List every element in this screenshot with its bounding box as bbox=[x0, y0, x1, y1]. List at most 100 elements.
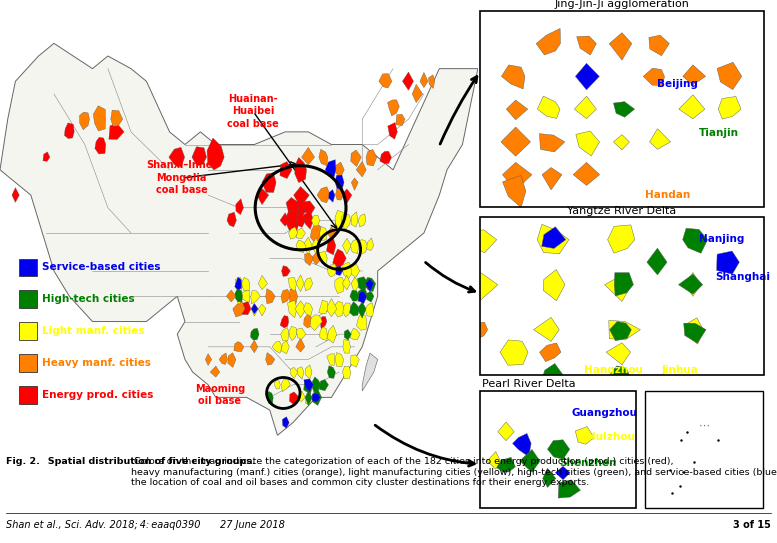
Text: Tianjin: Tianjin bbox=[699, 128, 739, 138]
Polygon shape bbox=[548, 440, 570, 459]
Polygon shape bbox=[685, 273, 701, 296]
Text: Yangtze River Delta: Yangtze River Delta bbox=[567, 206, 676, 216]
Polygon shape bbox=[357, 277, 369, 291]
Polygon shape bbox=[327, 366, 336, 378]
Polygon shape bbox=[227, 212, 236, 227]
Polygon shape bbox=[304, 379, 313, 392]
Polygon shape bbox=[537, 224, 569, 254]
Text: 3 of 15: 3 of 15 bbox=[733, 520, 771, 530]
Polygon shape bbox=[615, 273, 633, 296]
Polygon shape bbox=[310, 225, 322, 243]
Text: Nanjing: Nanjing bbox=[699, 234, 744, 244]
Polygon shape bbox=[336, 266, 343, 275]
Polygon shape bbox=[367, 238, 374, 250]
Polygon shape bbox=[329, 190, 335, 202]
Polygon shape bbox=[312, 393, 320, 402]
Polygon shape bbox=[336, 188, 343, 200]
Polygon shape bbox=[364, 277, 376, 292]
Polygon shape bbox=[342, 262, 354, 279]
Text: Shanxi–Inner
Mongolia
coal base: Shanxi–Inner Mongolia coal base bbox=[146, 160, 218, 195]
Polygon shape bbox=[542, 168, 562, 190]
Polygon shape bbox=[294, 157, 306, 182]
Polygon shape bbox=[420, 72, 428, 87]
Polygon shape bbox=[289, 326, 297, 340]
Polygon shape bbox=[351, 178, 358, 191]
Polygon shape bbox=[266, 289, 275, 304]
Polygon shape bbox=[650, 129, 671, 149]
Polygon shape bbox=[226, 290, 236, 302]
Polygon shape bbox=[542, 468, 556, 488]
Polygon shape bbox=[294, 187, 309, 207]
Polygon shape bbox=[304, 379, 312, 394]
Polygon shape bbox=[242, 301, 251, 315]
Polygon shape bbox=[43, 152, 50, 161]
Polygon shape bbox=[312, 252, 322, 265]
Polygon shape bbox=[305, 392, 312, 404]
Polygon shape bbox=[356, 161, 366, 177]
Text: Fig. 2.  Spatial distribution of five city groups.: Fig. 2. Spatial distribution of five cit… bbox=[6, 457, 256, 466]
Polygon shape bbox=[274, 380, 280, 389]
Polygon shape bbox=[343, 238, 351, 254]
Polygon shape bbox=[428, 75, 435, 89]
Bar bbox=[19, 386, 37, 404]
Text: Heavy manf. cities: Heavy manf. cities bbox=[42, 358, 151, 368]
Polygon shape bbox=[111, 110, 123, 126]
Polygon shape bbox=[296, 328, 306, 339]
Polygon shape bbox=[291, 367, 298, 378]
Polygon shape bbox=[402, 72, 413, 90]
Polygon shape bbox=[487, 452, 500, 469]
Polygon shape bbox=[192, 147, 207, 166]
Polygon shape bbox=[647, 248, 667, 275]
Polygon shape bbox=[684, 323, 706, 343]
Polygon shape bbox=[574, 96, 597, 119]
Polygon shape bbox=[538, 96, 560, 118]
Polygon shape bbox=[573, 162, 600, 186]
Polygon shape bbox=[610, 321, 632, 340]
Polygon shape bbox=[234, 342, 244, 352]
Polygon shape bbox=[717, 62, 742, 90]
Polygon shape bbox=[534, 318, 559, 342]
Text: Beijing: Beijing bbox=[657, 79, 698, 89]
Polygon shape bbox=[64, 123, 74, 138]
Polygon shape bbox=[358, 291, 367, 304]
Polygon shape bbox=[507, 100, 528, 120]
Polygon shape bbox=[305, 277, 312, 291]
Polygon shape bbox=[93, 106, 106, 131]
Polygon shape bbox=[290, 392, 299, 405]
Polygon shape bbox=[205, 353, 211, 365]
Bar bbox=[19, 354, 37, 372]
Polygon shape bbox=[109, 124, 124, 140]
Polygon shape bbox=[303, 302, 312, 315]
Polygon shape bbox=[289, 289, 298, 304]
Polygon shape bbox=[542, 227, 566, 249]
Polygon shape bbox=[343, 303, 351, 317]
Polygon shape bbox=[312, 389, 322, 406]
Polygon shape bbox=[286, 197, 299, 217]
Polygon shape bbox=[296, 228, 305, 239]
Polygon shape bbox=[328, 264, 337, 277]
Polygon shape bbox=[351, 212, 358, 227]
Polygon shape bbox=[341, 189, 352, 204]
Polygon shape bbox=[679, 95, 705, 119]
Polygon shape bbox=[262, 173, 276, 193]
Polygon shape bbox=[350, 355, 359, 367]
Polygon shape bbox=[649, 35, 669, 56]
Polygon shape bbox=[498, 422, 514, 441]
Polygon shape bbox=[503, 162, 532, 190]
Text: Pearl River Delta: Pearl River Delta bbox=[482, 379, 575, 389]
Polygon shape bbox=[228, 353, 236, 368]
Polygon shape bbox=[295, 301, 306, 318]
Polygon shape bbox=[272, 342, 282, 353]
Polygon shape bbox=[362, 353, 378, 391]
Polygon shape bbox=[379, 74, 392, 88]
Polygon shape bbox=[605, 275, 632, 301]
Polygon shape bbox=[219, 353, 228, 364]
Polygon shape bbox=[503, 175, 526, 207]
Polygon shape bbox=[79, 112, 89, 130]
Polygon shape bbox=[357, 302, 366, 318]
Polygon shape bbox=[395, 114, 405, 125]
Polygon shape bbox=[335, 277, 344, 294]
Polygon shape bbox=[336, 162, 344, 177]
Text: Guangzhou: Guangzhou bbox=[571, 408, 637, 418]
Polygon shape bbox=[608, 225, 635, 253]
